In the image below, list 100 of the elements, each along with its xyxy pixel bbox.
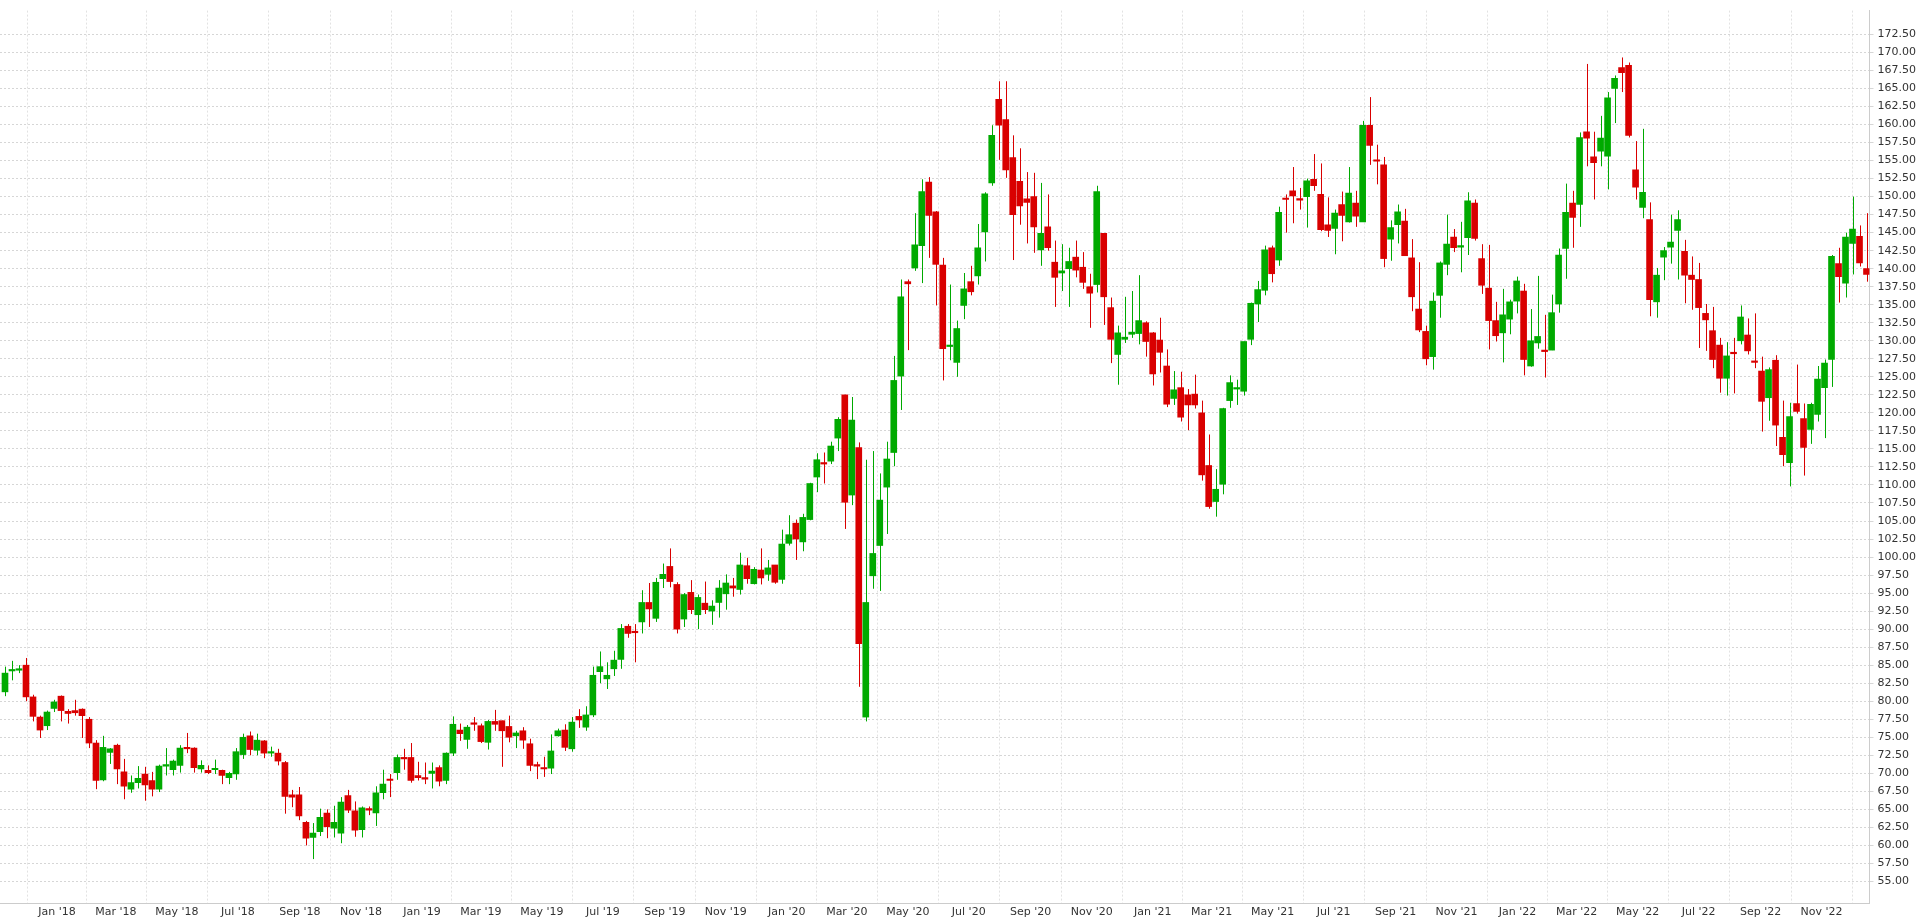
candlestick [1513,276,1520,314]
candlestick [246,731,254,756]
x-tick-label: Jul '21 [1315,905,1351,919]
candlestick [561,723,569,752]
y-tick-label: 132.50 [1877,315,1917,329]
candlestick [666,547,674,588]
x-tick-label: Mar '22 [1555,905,1598,919]
y-tick-label: 85.00 [1877,658,1910,672]
y-tick-label: 127.50 [1877,351,1917,365]
x-tick-label: May '21 [1251,905,1295,919]
y-tick-label: 157.50 [1877,135,1917,149]
candlestick [1744,317,1751,355]
y-tick-label: 115.00 [1877,441,1917,455]
x-tick-label: Jul '18 [220,905,255,919]
candlestick [344,789,352,814]
candlestick [1296,187,1303,211]
candlestick [757,547,765,585]
candlestick [155,764,163,793]
y-tick-label: 105.00 [1877,513,1917,527]
candlestick [1086,273,1094,329]
candlestick [1450,228,1457,253]
candlestick [1611,74,1618,124]
candlestick [1779,400,1786,467]
candlestick [701,581,709,615]
candlestick [435,764,443,787]
candlestick [960,272,968,320]
candlestick [967,265,975,296]
candlestick [827,441,835,465]
y-tick-label: 120.00 [1877,405,1917,419]
candlestick [309,822,317,860]
y-tick-label: 57.50 [1877,856,1910,870]
x-tick-label: Jul '20 [950,905,986,919]
x-tick-label: Sep '22 [1739,905,1782,919]
candlestick [547,733,555,775]
y-tick-label: 135.00 [1877,297,1917,311]
candlestick [519,726,527,750]
y-tick-label: 80.00 [1877,694,1910,708]
y-tick-label: 97.50 [1877,567,1910,581]
candlestick [1590,131,1597,200]
y-tick-label: 95.00 [1877,585,1910,599]
y-tick-label: 152.50 [1877,171,1917,185]
y-tick-label: 145.00 [1877,225,1917,239]
y-tick-label: 147.50 [1877,207,1917,221]
y-tick-label: 162.50 [1877,99,1917,113]
candlestick [1583,63,1590,167]
y-tick-label: 100.00 [1877,549,1917,563]
candlestick [1051,240,1059,308]
candlestick [1303,178,1310,229]
candlestick [792,519,800,561]
candlestick [687,579,695,615]
candlestick [463,724,471,750]
candlestick [484,719,492,751]
y-tick-label: 62.50 [1877,820,1910,834]
candlestick [1037,182,1045,267]
candlestick [253,733,261,756]
candlestick [120,758,128,800]
x-tick-label: Jan '21 [1132,905,1172,919]
candlestick [351,800,359,838]
y-tick-label: 92.50 [1877,603,1910,617]
candlestick [1667,214,1674,265]
y-tick-label: 102.50 [1877,531,1917,545]
candlestick [1373,144,1380,185]
candlestick [57,694,65,722]
candlestick [834,416,842,452]
x-tick-label: Nov '19 [704,905,747,919]
x-tick-label: Mar '18 [95,905,137,919]
y-tick-label: 110.00 [1877,477,1917,491]
x-tick-label: Nov '22 [1800,905,1843,919]
x-tick-label: May '18 [155,905,199,919]
candlestick [813,452,821,493]
x-tick-label: Sep '19 [644,905,686,919]
y-tick-label: 75.00 [1877,730,1910,744]
candlestick [1569,190,1576,249]
y-tick-label: 130.00 [1877,333,1917,347]
y-tick-label: 107.50 [1877,495,1917,509]
x-tick-label: Sep '20 [1010,905,1052,919]
candlestick [694,594,702,630]
x-tick-label: Mar '21 [1191,905,1233,919]
candlestick [1702,303,1709,352]
y-tick-label: 87.50 [1877,640,1910,654]
candlestick [316,808,324,837]
y-tick-label: 82.50 [1877,676,1910,690]
candlestick [1212,468,1220,518]
y-tick-label: 55.00 [1877,874,1910,888]
candlestick [1674,209,1681,280]
candlestick [302,820,310,846]
candlestick [869,450,877,590]
candlestick [1170,370,1178,406]
candlestick [1310,153,1317,192]
candlestick [1632,140,1639,200]
candlestick [1331,209,1338,255]
candlestick [638,589,646,634]
candlestick [820,452,828,485]
x-tick-label: Sep '18 [279,905,321,919]
candlestick [1352,190,1359,228]
x-tick-label: Mar '19 [460,905,502,919]
y-tick-label: 125.00 [1877,369,1917,383]
y-tick-label: 172.50 [1877,27,1917,41]
y-tick-label: 117.50 [1877,423,1917,437]
y-tick-label: 112.50 [1877,459,1917,473]
